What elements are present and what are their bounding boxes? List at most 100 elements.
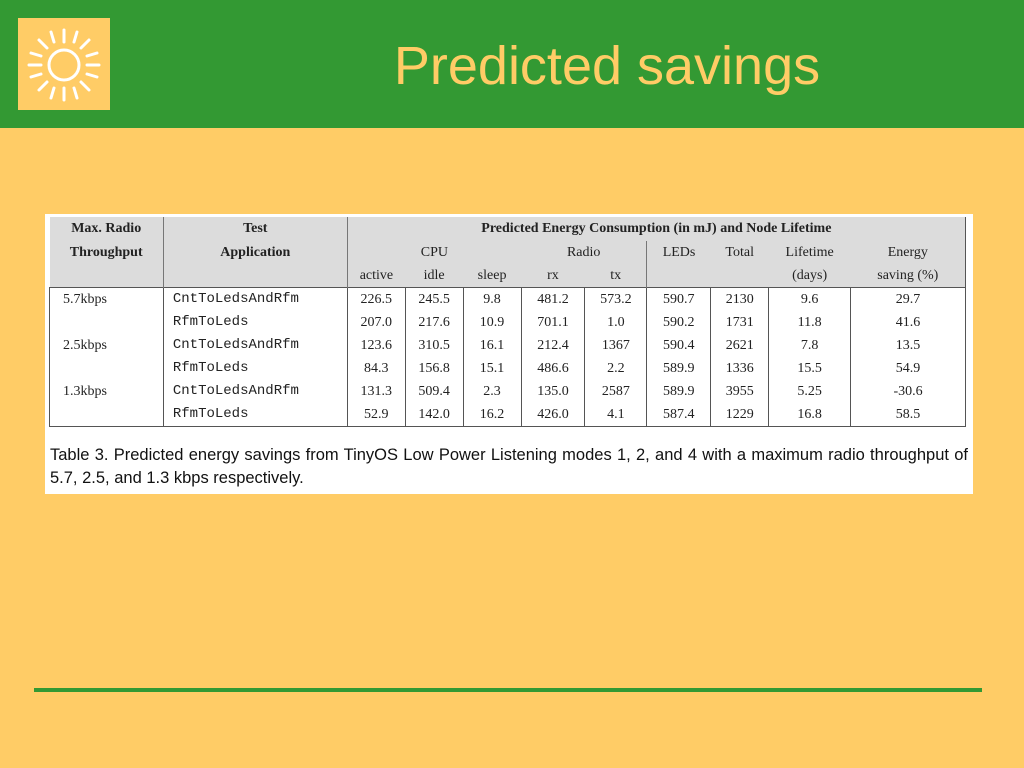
- header-test: Test: [162, 217, 348, 241]
- table-caption: Table 3. Predicted energy savings from T…: [50, 446, 968, 487]
- header-predicted: Predicted Energy Consumption (in mJ) and…: [346, 217, 967, 241]
- cell-idle: 217.6: [404, 311, 464, 334]
- logo: [18, 18, 110, 110]
- header-energy: Energy: [850, 241, 966, 264]
- cell-tx: 1.0: [584, 311, 647, 334]
- cell-active: 131.3: [346, 380, 406, 403]
- header-throughput: Throughput: [69, 245, 143, 260]
- cell-leds: 589.9: [646, 357, 711, 380]
- cell-idle: 142.0: [404, 403, 464, 427]
- header-tx: tx: [610, 268, 622, 283]
- cell-rx: 426.0: [520, 403, 585, 427]
- cell-idle: 509.4: [404, 380, 464, 403]
- cell-sleep: 10.9: [462, 311, 522, 334]
- header-empty-3: [646, 264, 711, 288]
- cell-rx: 486.6: [520, 357, 585, 380]
- cell-throughput: 1.3kbps: [49, 380, 164, 403]
- cell-total: 1336: [710, 357, 769, 380]
- cell-active: 52.9: [346, 403, 406, 427]
- cell-tx: 1367: [584, 334, 647, 357]
- table-row: 2.5kbps CntToLedsAndRfm 123.6 310.5 16.1 212.…: [49, 334, 966, 357]
- header-lifetime: Lifetime: [785, 245, 834, 260]
- cell-total: 2621: [710, 334, 769, 357]
- cell-active: 226.5: [346, 287, 406, 311]
- cell-rx: 481.2: [520, 287, 585, 311]
- cell-app: RfmToLeds: [162, 311, 348, 334]
- header-rx: rx: [547, 268, 559, 283]
- header-max-radio: Max. Radio: [71, 221, 142, 236]
- cell-total: 1731: [710, 311, 769, 334]
- cell-tx: 2587: [584, 380, 647, 403]
- header-bar: Predicted savings: [0, 0, 1024, 128]
- header-radio: Radio: [566, 245, 601, 260]
- cell-saving: -30.6: [850, 380, 966, 403]
- cell-throughput: [49, 403, 164, 427]
- energy-table: Max. Radio Test Predicted Energy Consump…: [49, 217, 967, 427]
- header-total: Total: [725, 245, 754, 260]
- cell-saving: 29.7: [850, 287, 966, 311]
- cell-leds: 590.7: [646, 287, 711, 311]
- header-saving: saving (%): [850, 264, 966, 288]
- cell-sleep: 9.8: [462, 287, 522, 311]
- cell-rx: 212.4: [520, 334, 585, 357]
- cell-active: 84.3: [346, 357, 406, 380]
- cell-app: CntToLedsAndRfm: [162, 334, 348, 357]
- cell-leds: 590.4: [646, 334, 711, 357]
- cell-app: CntToLedsAndRfm: [162, 380, 348, 403]
- cell-tx: 4.1: [584, 403, 647, 427]
- cell-idle: 156.8: [404, 357, 464, 380]
- header-application: Application: [162, 241, 348, 264]
- cell-leds: 589.9: [646, 380, 711, 403]
- header-empty-1: [50, 264, 164, 288]
- cell-rx: 701.1: [520, 311, 585, 334]
- cell-sleep: 16.1: [462, 334, 522, 357]
- cell-active: 123.6: [346, 334, 406, 357]
- cell-lifetime: 7.8: [768, 334, 851, 357]
- table-row: RfmToLeds 207.0 217.6 10.9 701.1 1.0 590.2 1731…: [49, 311, 966, 334]
- header-idle: idle: [423, 268, 445, 283]
- table-header: Max. Radio Test Predicted Energy Consump…: [49, 217, 967, 288]
- cell-lifetime: 5.25: [768, 380, 851, 403]
- table-row: RfmToLeds 52.9 142.0 16.2 426.0 4.1 587.4 1229 1…: [49, 403, 966, 427]
- cell-lifetime: 15.5: [768, 357, 851, 380]
- cell-sleep: 16.2: [462, 403, 522, 427]
- cell-rx: 135.0: [520, 380, 585, 403]
- footer-rule: [34, 688, 982, 692]
- table-row: 5.7kbps CntToLedsAndRfm 226.5 245.5 9.8 481.2…: [49, 287, 966, 311]
- cell-app: CntToLedsAndRfm: [162, 287, 348, 311]
- cell-sleep: 2.3: [462, 380, 522, 403]
- cell-leds: 590.2: [646, 311, 711, 334]
- header-empty-4: [711, 264, 769, 288]
- header-active: active: [346, 264, 406, 288]
- cell-lifetime: 11.8: [768, 311, 851, 334]
- cell-saving: 13.5: [850, 334, 966, 357]
- header-sleep: sleep: [477, 268, 507, 283]
- cell-throughput: [49, 311, 164, 334]
- table-row: 1.3kbps CntToLedsAndRfm 131.3 509.4 2.3 135.0…: [49, 380, 966, 403]
- header-empty-2: [162, 264, 348, 288]
- header-days: (days): [792, 268, 828, 283]
- cell-saving: 41.6: [850, 311, 966, 334]
- cell-app: RfmToLeds: [162, 357, 348, 380]
- slide-title: Predicted savings: [393, 36, 821, 96]
- cell-throughput: 2.5kbps: [49, 334, 164, 357]
- cell-total: 2130: [710, 287, 769, 311]
- cell-throughput: [49, 357, 164, 380]
- cell-idle: 310.5: [404, 334, 464, 357]
- cell-lifetime: 16.8: [768, 403, 851, 427]
- cell-total: 1229: [710, 403, 769, 427]
- sun-icon: [27, 28, 101, 102]
- table-figure: Max. Radio Test Predicted Energy Consump…: [45, 214, 973, 494]
- header-cpu: CPU: [346, 241, 522, 264]
- cell-saving: 58.5: [850, 403, 966, 427]
- cell-tx: 2.2: [584, 357, 647, 380]
- cell-total: 3955: [710, 380, 769, 403]
- cell-lifetime: 9.6: [768, 287, 851, 311]
- cell-idle: 245.5: [404, 287, 464, 311]
- cell-tx: 573.2: [584, 287, 647, 311]
- cell-sleep: 15.1: [462, 357, 522, 380]
- cell-active: 207.0: [346, 311, 406, 334]
- header-leds: LEDs: [646, 241, 711, 264]
- cell-leds: 587.4: [646, 403, 711, 427]
